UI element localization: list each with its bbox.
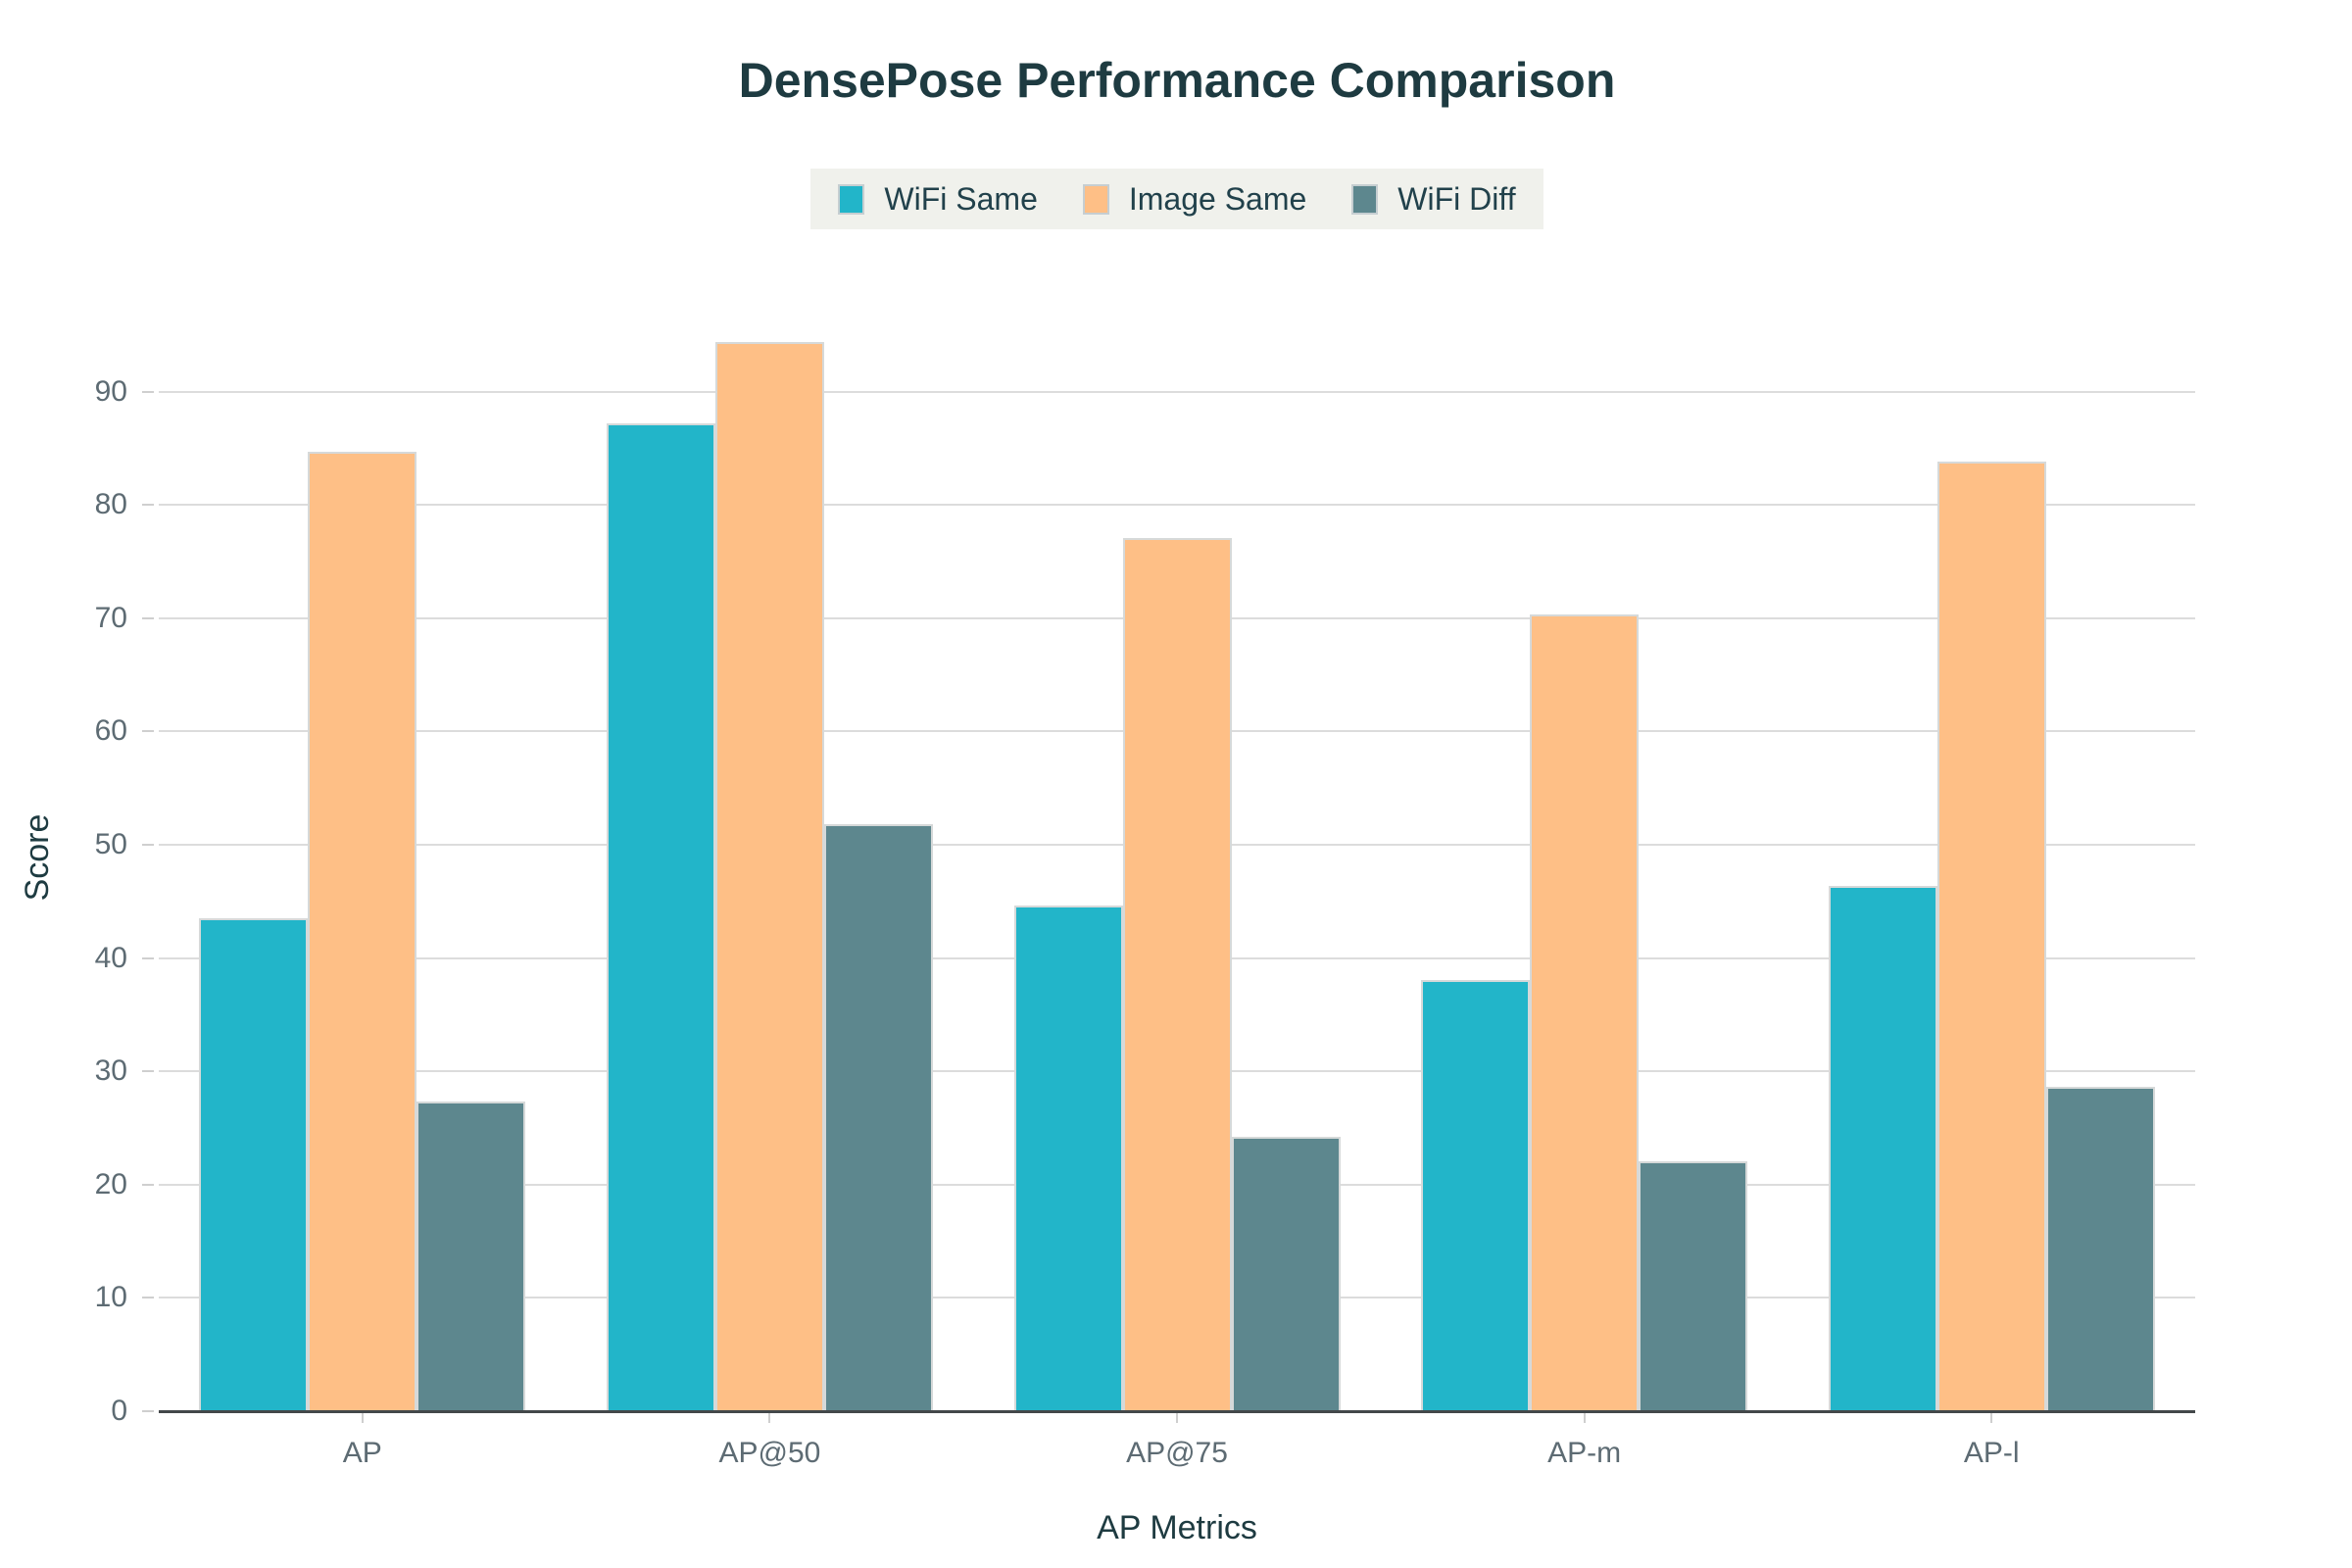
bar-wifi-same-ap (199, 918, 309, 1411)
legend-entry-wifi-diff[interactable]: WiFi Diff (1351, 181, 1516, 217)
y-tick-mark (142, 1297, 154, 1299)
x-tick-label: AP-l (1963, 1437, 2020, 1469)
y-tick-mark (142, 730, 154, 733)
bar-image-same-ap@50 (714, 341, 824, 1411)
bar-wifi-same-ap@75 (1013, 906, 1123, 1411)
legend-label: Image Same (1128, 181, 1307, 217)
gridline (159, 504, 2195, 507)
bar-wifi-same-ap-l (1828, 885, 1937, 1411)
y-tick-label: 80 (94, 488, 127, 521)
bar-image-same-ap-l (1936, 462, 2046, 1411)
legend-swatch-icon (838, 183, 865, 215)
legend-label: WiFi Diff (1397, 181, 1516, 217)
bar-wifi-diff-ap@75 (1231, 1137, 1341, 1411)
y-tick-mark (142, 1070, 154, 1073)
y-tick-mark (142, 1183, 154, 1186)
bar-image-same-ap (308, 451, 417, 1411)
y-tick-label: 30 (94, 1054, 127, 1088)
x-tick-mark (768, 1413, 771, 1423)
legend: WiFi Same Image Same WiFi Diff (810, 169, 1544, 229)
legend-swatch-icon (1351, 183, 1379, 215)
bar-wifi-diff-ap-l (2045, 1087, 2155, 1411)
y-tick-mark (142, 844, 154, 846)
x-tick-mark (1990, 1413, 1993, 1423)
x-axis-line (159, 1410, 2195, 1413)
gridline (159, 390, 2195, 393)
y-tick-label: 50 (94, 828, 127, 860)
x-tick-label: AP@75 (1126, 1437, 1228, 1469)
x-tick-label: AP@50 (718, 1437, 821, 1469)
y-tick-label: 10 (94, 1281, 127, 1314)
y-tick-mark (142, 390, 154, 393)
y-tick-label: 40 (94, 941, 127, 974)
y-tick-mark (142, 956, 154, 959)
y-tick-label: 70 (94, 601, 127, 634)
x-tick-mark (361, 1413, 364, 1423)
legend-entry-wifi-same[interactable]: WiFi Same (838, 181, 1038, 217)
bar-image-same-ap-m (1530, 614, 1640, 1411)
bar-image-same-ap@75 (1122, 537, 1232, 1411)
x-tick-mark (1176, 1413, 1178, 1423)
bar-wifi-same-ap-m (1421, 979, 1531, 1411)
y-tick-label: 20 (94, 1167, 127, 1200)
legend-swatch-icon (1082, 183, 1109, 215)
bar-wifi-diff-ap-m (1639, 1160, 1748, 1411)
y-tick-label: 60 (94, 714, 127, 748)
plot-area: 0 10 20 30 40 50 60 70 80 90 AP AP@50 AP@75 AP-m AP-l (95, 304, 2195, 1468)
legend-label: WiFi Same (884, 181, 1038, 217)
y-tick-mark (142, 504, 154, 507)
x-axis-title: AP Metrics (1097, 1509, 1257, 1546)
chart-title: DensePose Performance Comparison (738, 53, 1616, 108)
bar-wifi-diff-ap (416, 1102, 526, 1411)
bar-wifi-same-ap@50 (606, 422, 715, 1411)
x-tick-mark (1583, 1413, 1586, 1423)
y-tick-mark (142, 1410, 154, 1412)
y-tick-mark (142, 616, 154, 619)
y-tick-label: 90 (94, 374, 127, 408)
legend-entry-image-same[interactable]: Image Same (1082, 181, 1307, 217)
x-tick-label: AP (342, 1437, 382, 1469)
y-tick-label: 0 (111, 1395, 127, 1427)
legend-row: WiFi Same Image Same WiFi Diff (159, 169, 2195, 229)
x-tick-label: AP-m (1547, 1437, 1622, 1469)
bar-wifi-diff-ap@50 (823, 824, 933, 1411)
